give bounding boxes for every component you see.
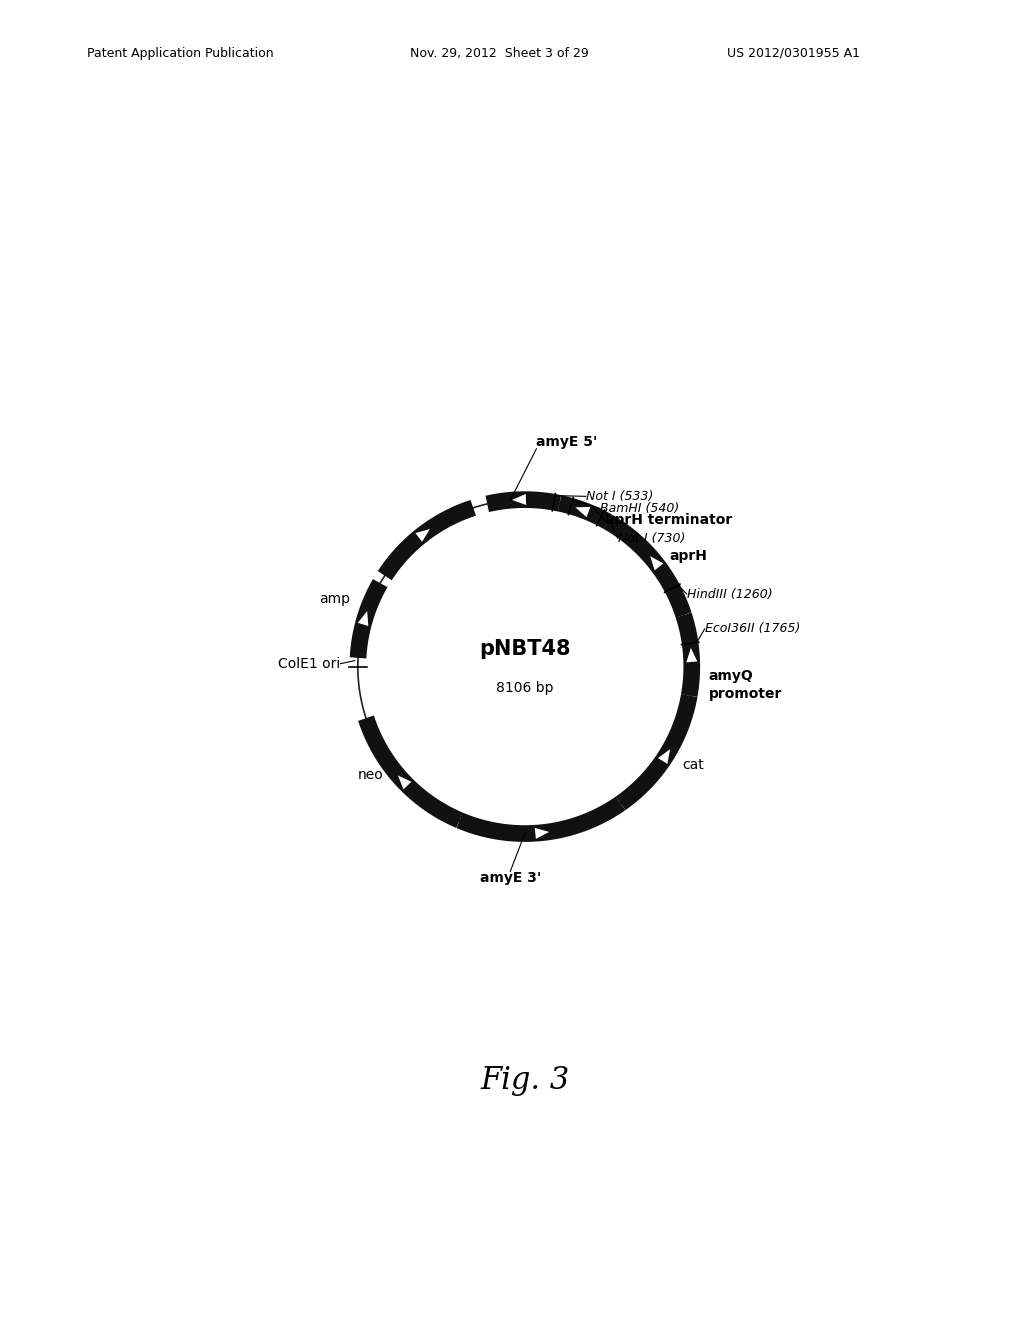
- Text: HindIII (1260): HindIII (1260): [687, 587, 772, 601]
- Text: US 2012/0301955 A1: US 2012/0301955 A1: [727, 46, 860, 59]
- Text: neo: neo: [357, 768, 383, 783]
- Text: cat: cat: [682, 758, 705, 772]
- Text: Not I (533): Not I (533): [586, 490, 653, 503]
- Text: amyE 5': amyE 5': [537, 434, 598, 449]
- Text: aprH terminator: aprH terminator: [604, 513, 732, 527]
- Polygon shape: [535, 828, 549, 840]
- Polygon shape: [416, 529, 430, 541]
- Text: EcoI36II (1765): EcoI36II (1765): [705, 622, 800, 635]
- Text: amp: amp: [319, 593, 350, 606]
- Polygon shape: [512, 494, 526, 506]
- Polygon shape: [686, 648, 697, 663]
- Text: 8106 bp: 8106 bp: [496, 681, 554, 696]
- Text: Not I (730): Not I (730): [617, 532, 685, 545]
- Polygon shape: [658, 750, 670, 764]
- Text: aprH: aprH: [669, 549, 707, 562]
- Text: Nov. 29, 2012  Sheet 3 of 29: Nov. 29, 2012 Sheet 3 of 29: [410, 46, 589, 59]
- Text: amyQ
promoter: amyQ promoter: [709, 669, 782, 701]
- Text: ColE1 ori: ColE1 ori: [279, 656, 340, 671]
- Text: pNBT48: pNBT48: [479, 639, 570, 659]
- Polygon shape: [575, 507, 591, 517]
- Text: amyE 3': amyE 3': [479, 871, 541, 886]
- Polygon shape: [650, 556, 664, 570]
- Text: Patent Application Publication: Patent Application Publication: [87, 46, 273, 59]
- Polygon shape: [357, 611, 369, 626]
- Text: BamHI (540): BamHI (540): [600, 502, 679, 515]
- Text: Fig. 3: Fig. 3: [480, 1065, 569, 1096]
- Polygon shape: [398, 775, 412, 789]
